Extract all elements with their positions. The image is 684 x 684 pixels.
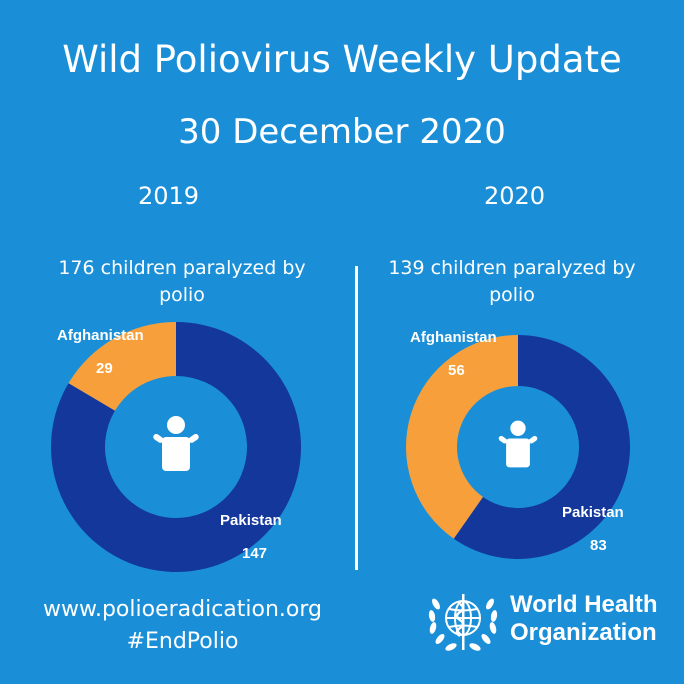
- data-label-pakistan-2019: 147: [242, 545, 267, 562]
- data-label-pakistan-2020: 83: [590, 537, 607, 554]
- chart-2019-subtitle: 176 children paralyzed by polio: [58, 257, 306, 306]
- website-link[interactable]: www.polioeradication.org: [43, 597, 322, 622]
- data-label-afghanistan-2019: 29: [96, 360, 113, 377]
- legend-label-afghanistan-2020: Afghanistan: [410, 329, 497, 346]
- legend-label-afghanistan-2019: Afghanistan: [57, 327, 144, 344]
- update-date: 30 December 2020: [178, 112, 506, 152]
- chart-2020-title: 2020: [484, 182, 546, 210]
- column-divider: [355, 266, 358, 570]
- data-label-afghanistan-2020: 56: [448, 362, 465, 379]
- legend-label-pakistan-2020: Pakistan: [562, 504, 624, 521]
- child-icon: [153, 416, 199, 471]
- slice-afghanistan-2019: [68, 322, 176, 411]
- chart-2019-title: 2019: [138, 182, 200, 210]
- slice-afghanistan-2020: [406, 334, 518, 539]
- who-name: World Health Organization: [510, 591, 658, 647]
- footer-links: www.polioeradication.org #EndPolio: [0, 594, 365, 658]
- slice-pakistan-2019: [51, 322, 301, 572]
- legend-label-pakistan-2019: Pakistan: [220, 512, 282, 529]
- child-icon: [498, 420, 538, 468]
- page-title: Wild Poliovirus Weekly Update: [62, 38, 622, 81]
- who-name-line1: World Health: [510, 591, 658, 618]
- who-emblem-icon: [428, 594, 498, 651]
- chart-2020-subtitle: 139 children paralyzed by polio: [388, 257, 636, 306]
- slice-pakistan-2020: [453, 335, 630, 559]
- who-name-line2: Organization: [510, 619, 657, 646]
- hashtag-text: #EndPolio: [126, 629, 239, 654]
